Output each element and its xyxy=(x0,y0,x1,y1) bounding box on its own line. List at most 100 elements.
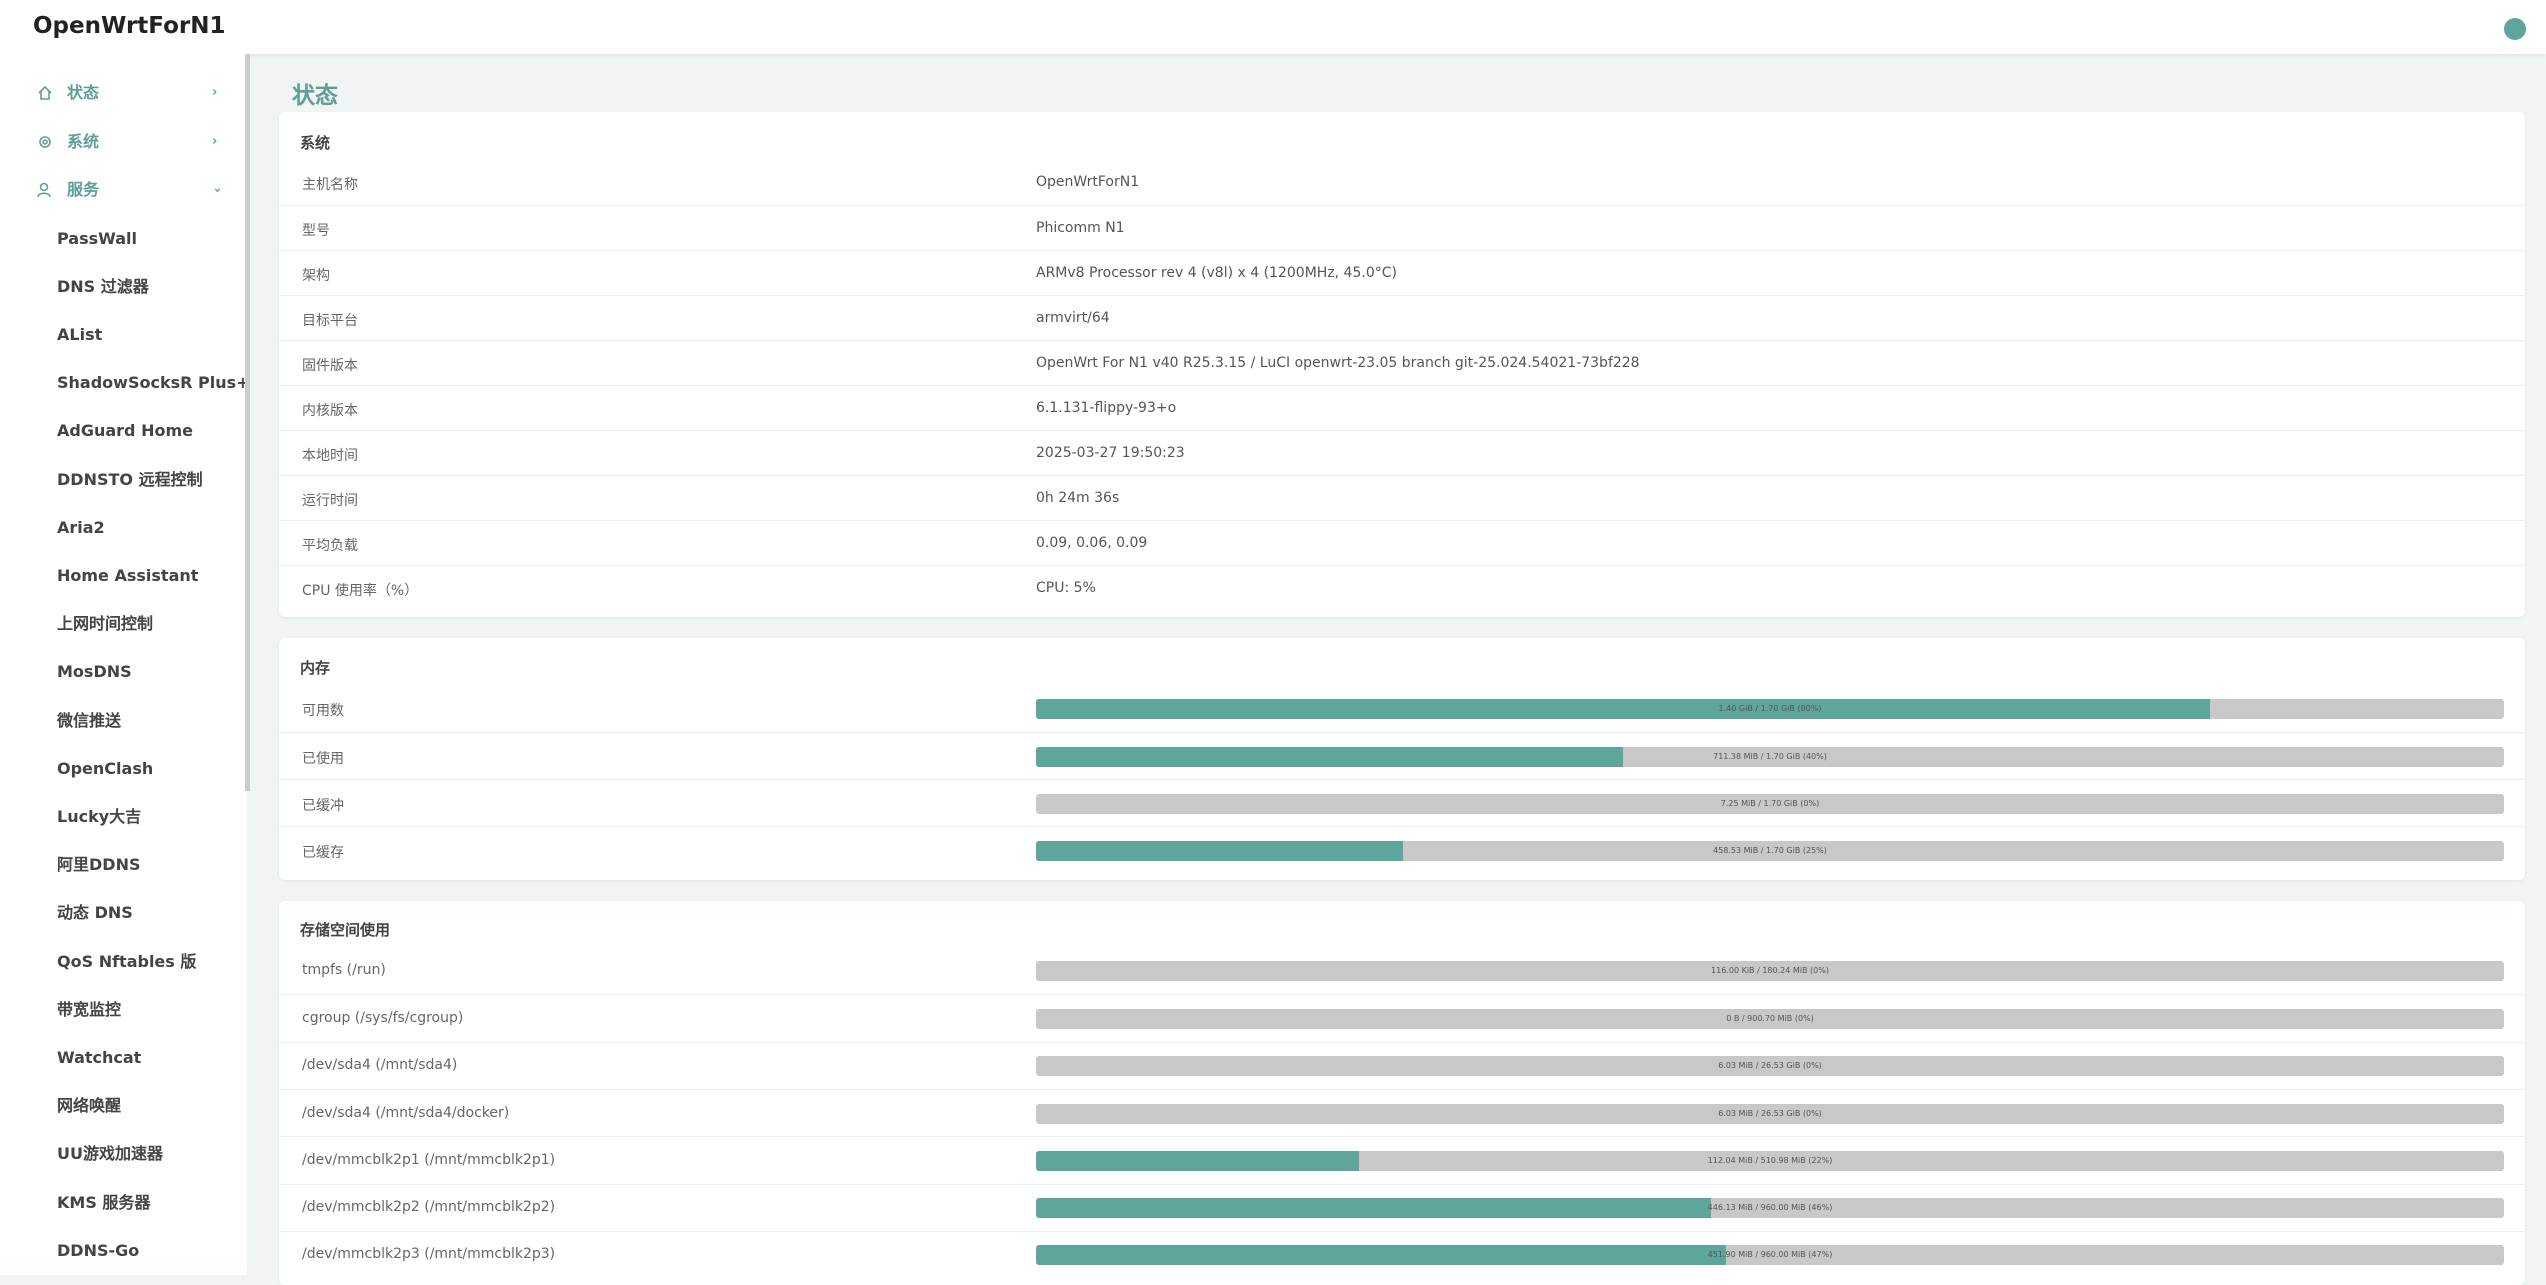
info-row: 型号 Phicomm N1 xyxy=(279,205,2525,251)
progress-text: 116.00 KiB / 180.24 MiB (0%) xyxy=(1711,965,1829,975)
user-avatar[interactable] xyxy=(2504,18,2526,40)
row-label: 目标平台 xyxy=(302,312,358,329)
progress-text: 446.13 MiB / 960.00 MiB (46%) xyxy=(1707,1203,1833,1213)
progress-bar: 1.40 GiB / 1.70 GiB (80%) xyxy=(1036,698,2504,719)
submenu-item[interactable]: Watchcat xyxy=(57,1047,142,1067)
submenu-item[interactable]: Aria2 xyxy=(57,517,105,537)
row-value: 0h 24m 36s xyxy=(1036,489,1120,506)
row-label: 已缓冲 xyxy=(302,797,344,814)
card-title: 系统 xyxy=(300,134,331,152)
progress-text: 711.38 MiB / 1.70 GiB (40%) xyxy=(1713,751,1827,761)
menu-icon xyxy=(39,135,51,148)
submenu-item[interactable]: ShadowSocksR Plus+ xyxy=(57,373,247,393)
row-label: /dev/mmcblk2p3 (/mnt/mmcblk2p3) xyxy=(302,1246,556,1263)
chevron: › xyxy=(209,187,225,193)
progress-text: 6.03 MiB / 26.53 GiB (0%) xyxy=(1718,1108,1822,1118)
menu-label: 服务 xyxy=(67,180,100,199)
progress-text: 1.40 GiB / 1.70 GiB (80%) xyxy=(1718,703,1822,713)
row-value: OpenWrtForN1 xyxy=(1036,173,1140,190)
row-label: 平均负载 xyxy=(302,537,358,554)
menu-item[interactable]: 状态 › xyxy=(0,69,247,117)
info-row: 已缓存 458.53 MiB / 1.70 GiB (25%) xyxy=(279,826,2525,874)
row-label: 本地时间 xyxy=(302,447,358,464)
card-title: 存储空间使用 xyxy=(300,921,391,939)
progress-bar: 451.90 MiB / 960.00 MiB (47%) xyxy=(1036,1245,2504,1266)
system-card: 系统主机名称 OpenWrtForN1 型号 Phicomm N1 架构 ARMv8 Pr… xyxy=(279,112,2525,617)
scrollbar[interactable] xyxy=(245,54,250,791)
info-row: 内核版本 6.1.131-flippy-93+o xyxy=(279,385,2525,431)
info-row: 主机名称 OpenWrtForN1 xyxy=(279,160,2525,205)
card-title: 内存 xyxy=(300,659,331,677)
menu-label: 状态 xyxy=(67,83,100,102)
info-row: cgroup (/sys/fs/cgroup) 0 B / 900.70 MiB … xyxy=(279,994,2525,1042)
row-value: Phicomm N1 xyxy=(1036,219,1125,236)
row-label: 固件版本 xyxy=(302,357,358,374)
submenu-item[interactable]: DDNS-Go xyxy=(57,1240,140,1260)
submenu-item[interactable]: QoS Nftables 版 xyxy=(57,951,197,971)
brand[interactable]: OpenWrtForN1 xyxy=(33,13,226,39)
row-label: tmpfs (/run) xyxy=(302,961,386,978)
info-row: tmpfs (/run) 116.00 KiB / 180.24 MiB (0%) xyxy=(279,947,2525,994)
progress-text: 7.25 MiB / 1.70 GiB (0%) xyxy=(1720,798,1820,808)
info-row: CPU 使用率（%） CPU: 5% xyxy=(279,565,2525,611)
submenu-item[interactable]: Home Assistant xyxy=(57,565,199,585)
progress-bar: 6.03 MiB / 26.53 GiB (0%) xyxy=(1036,1056,2504,1077)
info-row: 已使用 711.38 MiB / 1.70 GiB (40%) xyxy=(279,732,2525,780)
row-label: /dev/sda4 (/mnt/sda4/docker) xyxy=(302,1104,510,1121)
row-value: OpenWrt For N1 v40 R25.3.15 / LuCI openw… xyxy=(1036,354,1640,371)
progress-text: 451.90 MiB / 960.00 MiB (47%) xyxy=(1707,1250,1833,1260)
submenu-item[interactable]: 网络唤醒 xyxy=(57,1096,122,1116)
progress-bar: 446.13 MiB / 960.00 MiB (46%) xyxy=(1036,1198,2504,1219)
chevron: › xyxy=(212,133,218,149)
row-value: ARMv8 Processor rev 4 (v8l) x 4 (1200MHz… xyxy=(1036,264,1397,281)
progress-fill xyxy=(1036,840,1403,861)
row-label: 型号 xyxy=(302,222,330,239)
submenu-item[interactable]: 带宽监控 xyxy=(57,999,122,1019)
progress-bar: 112.04 MiB / 510.98 MiB (22%) xyxy=(1036,1150,2504,1171)
row-value: CPU: 5% xyxy=(1036,579,1096,596)
progress-bar: 7.25 MiB / 1.70 GiB (0%) xyxy=(1036,793,2504,814)
submenu-item[interactable]: OpenClash xyxy=(57,758,154,778)
submenu-item[interactable]: MosDNS xyxy=(57,662,132,682)
row-value: 6.1.131-flippy-93+o xyxy=(1036,399,1177,416)
row-label: /dev/mmcblk2p2 (/mnt/mmcblk2p2) xyxy=(302,1199,556,1216)
info-row: /dev/mmcblk2p3 (/mnt/mmcblk2p3) 451.90 Mi… xyxy=(279,1230,2525,1279)
progress-fill xyxy=(1036,1198,1712,1219)
submenu-item[interactable]: 微信推送 xyxy=(57,710,122,730)
submenu-item[interactable]: 动态 DNS xyxy=(57,903,133,923)
row-label: 运行时间 xyxy=(302,492,358,509)
progress-bar: 116.00 KiB / 180.24 MiB (0%) xyxy=(1036,960,2504,981)
row-label: 架构 xyxy=(302,267,330,284)
progress-bar: 458.53 MiB / 1.70 GiB (25%) xyxy=(1036,840,2504,861)
progress-bar: 711.38 MiB / 1.70 GiB (40%) xyxy=(1036,746,2504,767)
submenu-item[interactable]: AdGuard Home xyxy=(57,421,193,441)
submenu-item[interactable]: 阿里DDNS xyxy=(57,855,141,875)
progress-text: 0 B / 900.70 MiB (0%) xyxy=(1726,1013,1814,1023)
row-value: armvirt/64 xyxy=(1036,309,1110,326)
submenu-item[interactable]: PassWall xyxy=(57,228,137,248)
info-row: /dev/mmcblk2p2 (/mnt/mmcblk2p2) 446.13 Mi… xyxy=(279,1183,2525,1232)
page-title: 状态 xyxy=(292,83,338,109)
row-value: 2025-03-27 19:50:23 xyxy=(1036,444,1185,461)
progress-text: 112.04 MiB / 510.98 MiB (22%) xyxy=(1707,1155,1833,1165)
submenu-item[interactable]: AList xyxy=(57,324,103,344)
info-row: 固件版本 OpenWrt For N1 v40 R25.3.15 / LuCI o… xyxy=(279,340,2525,386)
submenu-item[interactable]: Lucky大吉 xyxy=(57,806,142,826)
submenu-item[interactable]: DNS 过滤器 xyxy=(57,276,149,296)
row-label: 可用数 xyxy=(302,702,344,719)
menu-item[interactable]: 服务 › xyxy=(0,166,247,214)
row-label: /dev/mmcblk2p1 (/mnt/mmcblk2p1) xyxy=(302,1151,556,1168)
row-label: 内核版本 xyxy=(302,402,358,419)
memory-card: 内存可用数 1.40 GiB / 1.70 GiB (80%) 已使用 711.38 … xyxy=(279,638,2525,880)
menu-item[interactable]: 系统 › xyxy=(0,118,247,166)
submenu-item[interactable]: KMS 服务器 xyxy=(57,1192,151,1212)
submenu-item[interactable]: 上网时间控制 xyxy=(57,614,154,634)
progress-fill xyxy=(1036,746,1624,767)
info-row: 架构 ARMv8 Processor rev 4 (v8l) x 4 (1200M… xyxy=(279,250,2525,296)
chevron: › xyxy=(212,85,218,100)
submenu-item[interactable]: UU游戏加速器 xyxy=(57,1144,163,1164)
submenu-item[interactable]: DDNSTO 远程控制 xyxy=(57,469,203,489)
header: OpenWrtForN1 xyxy=(0,0,2546,54)
